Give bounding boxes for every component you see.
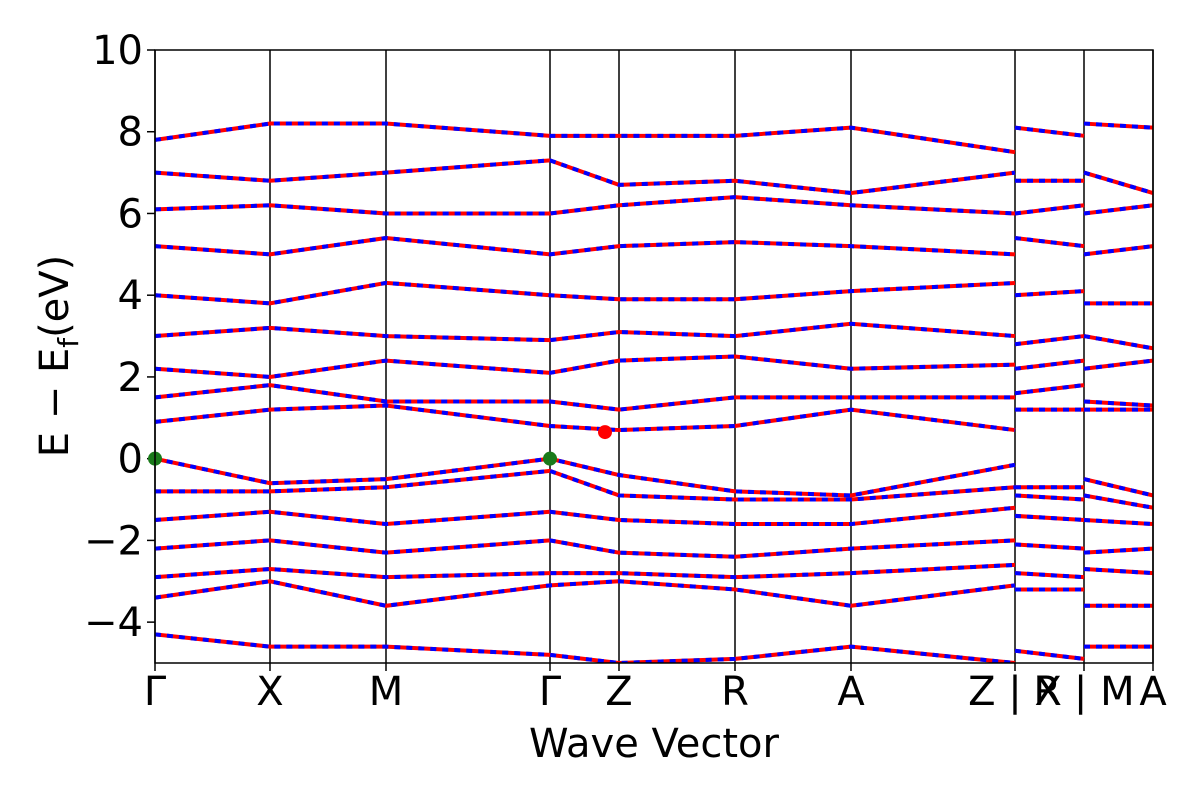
x-axis-label: Wave Vector <box>529 721 780 767</box>
band-line <box>155 562 1153 580</box>
band-line <box>155 383 1153 412</box>
band-line <box>155 121 1153 155</box>
band-line <box>155 280 1153 306</box>
y-tick-label: −2 <box>84 518 143 564</box>
x-tick-label: Z | X <box>968 669 1062 715</box>
band-line <box>155 195 1153 216</box>
band-line <box>155 632 1153 663</box>
vbm-point <box>543 451 557 466</box>
x-tick-label: Z <box>605 669 632 715</box>
y-tick-label: 10 <box>92 28 143 74</box>
bands <box>155 121 1153 663</box>
band-line <box>155 235 1153 257</box>
band-line <box>155 354 1153 379</box>
band-line <box>155 403 1153 433</box>
band-line <box>155 158 1153 196</box>
plot-frame <box>154 49 1154 664</box>
x-tick-label: A <box>837 669 865 715</box>
band-line <box>155 468 1153 510</box>
band-line <box>155 280 1153 306</box>
band-line <box>155 579 1153 608</box>
band-line <box>155 321 1153 351</box>
cbm-point <box>598 425 612 440</box>
band-line <box>155 456 1153 498</box>
band-line <box>155 403 1153 433</box>
x-tick-label: M <box>369 669 404 715</box>
y-label-unit: (eV) <box>32 255 78 338</box>
x-tick-label: R | M <box>1033 669 1134 715</box>
y-tick-label: 6 <box>118 191 143 237</box>
x-tick-label: X <box>256 669 283 715</box>
band-line <box>155 354 1153 379</box>
band-line <box>155 383 1153 412</box>
band-line <box>155 538 1153 559</box>
y-tick-label: 2 <box>118 355 143 401</box>
y-label-main: E − E <box>32 348 78 458</box>
x-tick-label: R <box>721 669 749 715</box>
y-tick-label: 4 <box>118 273 143 319</box>
x-tick-label: A <box>1139 669 1167 715</box>
band-line <box>155 235 1153 257</box>
band-line <box>155 632 1153 663</box>
y-tick-label: 0 <box>118 437 143 483</box>
band-line <box>155 505 1153 527</box>
x-tick-label: Γ <box>539 669 562 715</box>
band-line <box>155 562 1153 580</box>
band-line <box>155 158 1153 196</box>
y-tick-label: 8 <box>118 110 143 156</box>
band-line <box>155 121 1153 155</box>
x-tick-label: Γ <box>144 669 167 715</box>
y-label-sub: f <box>52 337 85 348</box>
y-tick-label: −4 <box>84 600 143 646</box>
band-line <box>155 505 1153 527</box>
band-line <box>155 321 1153 351</box>
band-line <box>155 538 1153 559</box>
band-line <box>155 195 1153 216</box>
y-axis-label: E − Ef(eV) <box>32 255 85 458</box>
